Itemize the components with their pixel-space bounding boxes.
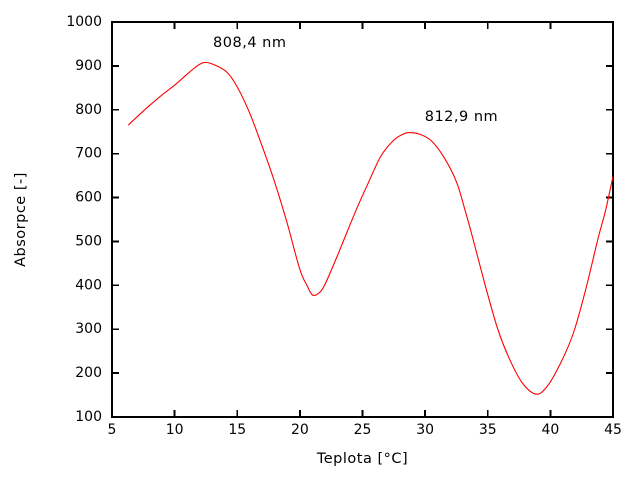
x-axis-label: Teplota [°C] [316,451,408,467]
y-axis-label: Absorpce [-] [13,172,29,267]
y-tick-label: 900 [75,58,102,74]
x-tick-label: 30 [416,422,434,438]
y-tick-label: 200 [75,365,102,381]
y-tick-label: 600 [75,190,102,206]
x-tick-label: 40 [541,422,559,438]
series-absorbance-vs-temperature [127,61,614,395]
annotation-peak2: 812,9 nm [425,109,498,125]
y-tick-label: 300 [75,321,102,337]
x-tick-label: 35 [479,422,497,438]
plot-border [111,21,614,418]
y-tick-label: 700 [75,146,102,162]
x-tick-label: 10 [166,422,184,438]
plot-generated-layer: 5 10 15 20 25 30 35 40 45 100 200 300 400 500 600 700 80… [66,14,622,438]
y-tick-label: 400 [75,277,102,293]
x-tick-label: 45 [604,422,622,438]
y-tick-label: 500 [75,233,102,249]
annotation-peak1: 808,4 nm [213,35,286,51]
y-tick-label: 100 [75,409,102,425]
x-tick-label: 25 [354,422,372,438]
y-tick-label: 1000 [66,14,102,30]
x-tick-label: 20 [291,422,309,438]
x-tick-label: 5 [108,422,117,438]
x-tick-label: 15 [228,422,246,438]
y-tick-label: 800 [75,102,102,118]
